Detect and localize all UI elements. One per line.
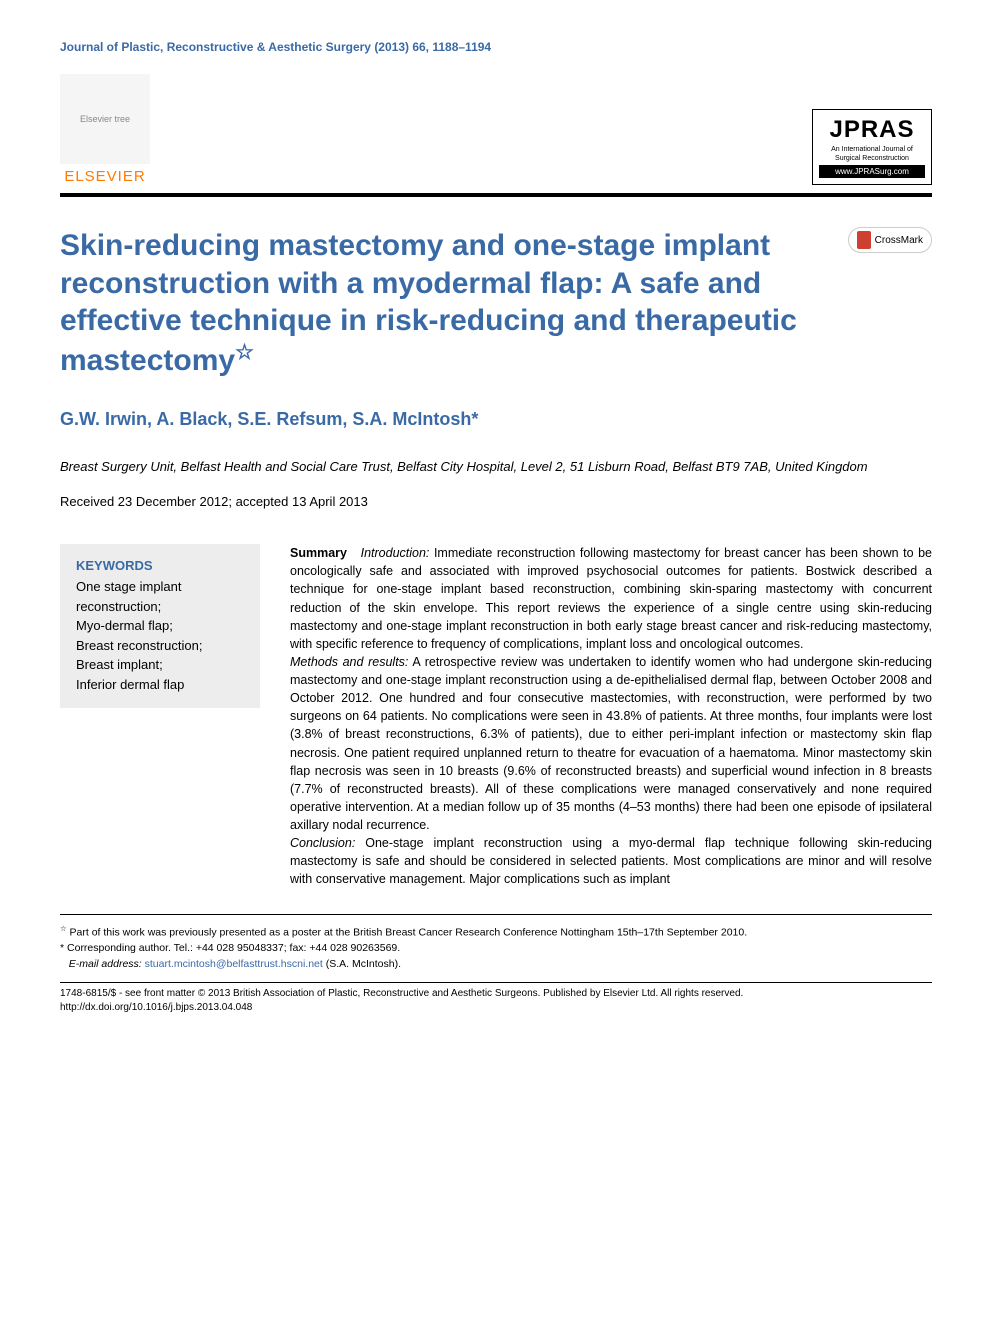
methods-label: Methods and results: (290, 655, 408, 669)
author-list: G.W. Irwin, A. Black, S.E. Refsum, S.A. … (60, 409, 932, 430)
journal-acronym: JPRAS (819, 116, 925, 144)
footnotes: ☆ Part of this work was previously prese… (60, 914, 932, 973)
header-logo-row: Elsevier tree ELSEVIER JPRAS An Internat… (60, 74, 932, 197)
elsevier-tree-icon: Elsevier tree (60, 74, 150, 164)
conclusion-label: Conclusion: (290, 836, 355, 850)
methods-text: A retrospective review was undertaken to… (290, 655, 932, 832)
title-row: Skin-reducing mastectomy and one-stage i… (60, 227, 932, 379)
content-row: KEYWORDS One stage implant reconstructio… (60, 544, 932, 888)
email-footnote: E-mail address: stuart.mcintosh@belfastt… (60, 957, 932, 973)
journal-subtitle: An International Journal of Surgical Rec… (819, 146, 925, 163)
corresponding-author-symbol: * (471, 409, 478, 429)
authors-text: G.W. Irwin, A. Black, S.E. Refsum, S.A. … (60, 409, 471, 429)
keywords-heading: KEYWORDS (76, 558, 244, 573)
doi-link[interactable]: http://dx.doi.org/10.1016/j.bjps.2013.04… (60, 1001, 932, 1015)
article-title: Skin-reducing mastectomy and one-stage i… (60, 227, 800, 379)
title-footnote-symbol: ☆ (235, 341, 254, 364)
copyright-block: 1748-6815/$ - see front matter © 2013 Br… (60, 982, 932, 1015)
journal-citation: Journal of Plastic, Reconstructive & Aes… (60, 40, 932, 54)
conclusion-text: One-stage implant reconstruction using a… (290, 836, 932, 886)
article-dates: Received 23 December 2012; accepted 13 A… (60, 494, 932, 509)
journal-article-page: Journal of Plastic, Reconstructive & Aes… (0, 0, 992, 1045)
intro-label: Introduction: (361, 546, 430, 560)
intro-text: Immediate reconstruction following maste… (290, 546, 932, 651)
affiliation: Breast Surgery Unit, Belfast Health and … (60, 458, 932, 476)
abstract: Summary Introduction: Immediate reconstr… (290, 544, 932, 888)
corresponding-footnote: * Corresponding author. Tel.: +44 028 95… (60, 941, 932, 957)
star-symbol: ☆ (60, 924, 67, 933)
title-text: Skin-reducing mastectomy and one-stage i… (60, 229, 797, 377)
email-link[interactable]: stuart.mcintosh@belfasttrust.hscni.net (145, 958, 323, 970)
corresponding-text: Corresponding author. Tel.: +44 028 9504… (67, 942, 400, 954)
crossmark-label: CrossMark (875, 235, 923, 246)
copyright-text: 1748-6815/$ - see front matter © 2013 Br… (60, 987, 932, 1001)
publisher-name: ELSEVIER (64, 168, 145, 185)
journal-url[interactable]: www.JPRASurg.com (819, 165, 925, 178)
keywords-box: KEYWORDS One stage implant reconstructio… (60, 544, 260, 708)
summary-label: Summary (290, 546, 347, 560)
publisher-logo-block: Elsevier tree ELSEVIER (60, 74, 150, 185)
crossmark-icon (857, 231, 871, 249)
presentation-text: Part of this work was previously present… (70, 926, 748, 938)
email-label: E-mail address: (69, 958, 142, 970)
email-author: (S.A. McIntosh). (326, 958, 401, 970)
asterisk-symbol: * (60, 942, 64, 954)
presentation-footnote: ☆ Part of this work was previously prese… (60, 923, 932, 941)
keywords-list: One stage implant reconstruction; Myo-de… (76, 577, 244, 694)
journal-logo-block: JPRAS An International Journal of Surgic… (812, 109, 932, 185)
crossmark-badge[interactable]: CrossMark (848, 227, 932, 253)
